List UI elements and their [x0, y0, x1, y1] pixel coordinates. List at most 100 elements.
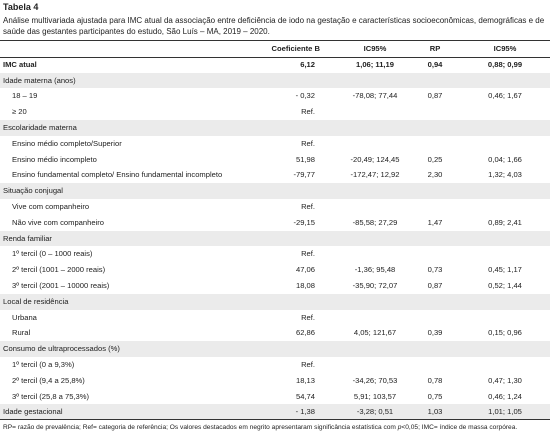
- footnote-text: <0,05; IMC= índice de massa corpórea.: [401, 424, 518, 431]
- table-cell: 0,94: [427, 59, 443, 69]
- column-header: Coeficiente B: [271, 44, 320, 53]
- table-cell: 0,39: [427, 328, 443, 338]
- row-label: Consumo de ultraprocessados (%): [3, 344, 120, 354]
- row-label: IMC atual: [3, 59, 37, 69]
- row-label: Rural: [12, 328, 31, 338]
- row-label: Ensino fundamental completo/ Ensino fund…: [12, 170, 223, 180]
- row-label: Vive com companheiro: [12, 202, 90, 211]
- table-cell: Ref.: [301, 312, 315, 322]
- column-header: IC95%: [493, 44, 517, 53]
- row-label: Renda familiar: [3, 233, 52, 243]
- table-row: Rural 62,86 4,05; 121,67 0,39 0,15; 0,96: [0, 325, 550, 341]
- table-cell: -78,08; 77,44: [352, 91, 398, 101]
- table-cell: 1,01; 1,05: [488, 407, 522, 417]
- table-row: 2º tercil (1001 – 2000 reais) 47,06 -1,36;…: [0, 262, 550, 278]
- footnote-text: p: [397, 424, 402, 431]
- table-cell: 1,03: [427, 407, 443, 417]
- table-cell: 0,04; 1,66: [488, 154, 522, 164]
- table-row: Não vive com companheiro -29,15 -85,58; 27…: [0, 215, 550, 231]
- table-cell: 5,91; 103,57: [353, 391, 397, 401]
- row-label: Idade materna (anos): [3, 75, 76, 85]
- table-cell: 0,15; 0,96: [488, 328, 522, 338]
- table-row: Renda familiar: [0, 230, 550, 247]
- table-row: 3º tercil (2001 – 10000 reais) 18,08 -35,9…: [0, 278, 550, 294]
- row-label: 18 – 19: [12, 91, 38, 101]
- row-label: 2º tercil (9,4 a 25,8%): [12, 375, 85, 385]
- table-cell: 4,05; 121,67: [353, 328, 397, 338]
- row-label: 1º tercil (0 a 9,3%): [12, 360, 75, 369]
- table-row: Ensino médio incompleto 51,98 -20,49; 124,…: [0, 152, 550, 168]
- table-cell: -35,90; 72,07: [352, 281, 398, 290]
- column-header: IC95%: [363, 44, 387, 53]
- table-cell: 0,45; 1,17: [488, 265, 522, 275]
- table-row: Situação conjugal: [0, 183, 550, 199]
- row-label: 3º tercil (25,8 a 75,3%): [12, 391, 90, 401]
- table-row: ≥ 20 Ref.: [0, 104, 550, 120]
- table-cell: 51,98: [295, 154, 315, 164]
- table-title: Tabela 4: [3, 2, 39, 12]
- row-label: 2º tercil (1001 – 2000 reais): [12, 265, 106, 275]
- row-label: 3º tercil (2001 – 10000 reais): [12, 281, 110, 290]
- table-row: Urbana Ref.: [0, 310, 550, 326]
- table-cell: Ref.: [301, 107, 315, 117]
- rule: [0, 419, 550, 420]
- table-cell: 1,32; 4,03: [488, 170, 522, 180]
- table-cell: 0,47; 1,30: [488, 375, 522, 385]
- table-cell: - 0,32: [295, 91, 315, 101]
- table-cell: 0,25: [427, 154, 443, 164]
- column-header: RP: [429, 44, 441, 53]
- table-cell: 6,12: [300, 59, 315, 69]
- row-label: Idade gestacional: [3, 407, 63, 417]
- table-cell: 0,89; 2,41: [488, 217, 522, 227]
- table-cell: 0,46; 1,67: [488, 91, 522, 101]
- table-cell: 54,74: [295, 391, 315, 401]
- table-cell: 0,88; 0,99: [487, 59, 523, 69]
- header-row: Coeficiente B IC95% RP IC95%: [0, 40, 550, 58]
- table-cell: Ref.: [301, 249, 315, 259]
- row-label: Ensino médio completo/Superior: [12, 138, 122, 148]
- table-cell: 0,87: [427, 91, 443, 101]
- row-label: Ensino médio incompleto: [12, 154, 97, 164]
- table-row: Vive com companheiro Ref.: [0, 199, 550, 215]
- table-cell: 18,08: [295, 281, 315, 290]
- table-row: 1º tercil (0 – 1000 reais) Ref.: [0, 246, 550, 262]
- table-row: Ensino médio completo/Superior Ref.: [0, 136, 550, 152]
- table-row: Ensino fundamental completo/ Ensino fund…: [0, 167, 550, 183]
- table-cell: -34,26; 70,53: [352, 375, 398, 385]
- table-row: Idade gestacional - 1,38 -3,28; 0,51 1,03 1,…: [0, 404, 550, 421]
- table-cell: 47,06: [295, 265, 315, 275]
- table-cell: 0,73: [427, 265, 443, 275]
- table-row: 3º tercil (25,8 a 75,3%) 54,74 5,91; 103,5…: [0, 389, 550, 405]
- table-cell: 1,47: [427, 217, 443, 227]
- table-cell: 1,06; 11,19: [355, 59, 394, 69]
- table-cell: -85,58; 27,29: [352, 217, 398, 227]
- row-label: Local de residência: [3, 296, 69, 306]
- table-cell: Ref.: [301, 138, 315, 148]
- table-row: 2º tercil (9,4 a 25,8%) 18,13 -34,26; 70,5…: [0, 373, 550, 389]
- table-row: Consumo de ultraprocessados (%): [0, 341, 550, 357]
- table-cell: -1,36; 95,48: [354, 265, 396, 275]
- table-cell: 0,52; 1,44: [488, 281, 522, 290]
- table-cell: 62,86: [295, 328, 315, 338]
- table-cell: Ref.: [301, 202, 315, 211]
- table-cell: - 1,38: [295, 407, 315, 417]
- table-cell: 2,30: [427, 170, 443, 180]
- table-row: IMC atual 6,12 1,06; 11,19 0,94 0,88; 0,99: [0, 57, 550, 73]
- table-row: 18 – 19 - 0,32 -78,08; 77,44 0,87 0,46; 1,67: [0, 88, 550, 104]
- footnote: RP= razão de prevalência; Ref= categoria…: [3, 424, 517, 431]
- table-row: 1º tercil (0 a 9,3%) Ref.: [0, 357, 550, 373]
- row-label: 1º tercil (0 – 1000 reais): [12, 249, 93, 259]
- table-cell: -29,15: [293, 217, 315, 227]
- table-cell: Ref.: [301, 360, 315, 369]
- row-label: Urbana: [12, 312, 37, 322]
- row-label: Escolaridade materna: [3, 123, 77, 132]
- table-row: Escolaridade materna: [0, 120, 550, 136]
- table-cell: 0,87: [427, 281, 443, 290]
- table-caption: Análise multivariada ajustada para IMC a…: [3, 16, 545, 36]
- table-row: Idade materna (anos): [0, 72, 550, 89]
- table-cell: -79,77: [293, 170, 315, 180]
- table-cell: 0,75: [427, 391, 443, 401]
- row-label: Não vive com companheiro: [12, 217, 105, 227]
- table-cell: 0,78: [427, 375, 443, 385]
